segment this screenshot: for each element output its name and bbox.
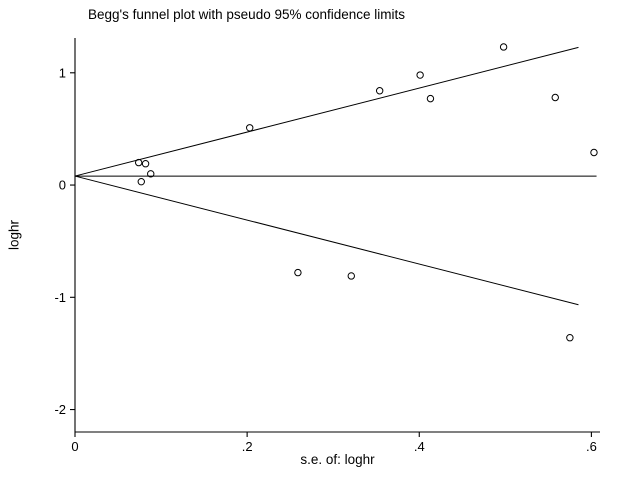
x-tick-label: .4 (414, 439, 425, 454)
data-point (246, 124, 254, 132)
chart-title: Begg's funnel plot with pseudo 95% confi… (88, 7, 406, 22)
y-tick-label: -1 (54, 290, 66, 305)
data-point (566, 334, 574, 342)
data-point (551, 93, 559, 102)
data-point (147, 170, 155, 178)
data-point (137, 177, 145, 186)
x-tick-label: .2 (242, 439, 253, 454)
data-point (375, 87, 384, 95)
data-point (426, 94, 435, 103)
data-point (590, 148, 598, 157)
x-axis-label: s.e. of: loghr (300, 452, 375, 467)
y-tick-label: -2 (54, 402, 66, 417)
upper-confidence-limit-line (74, 46, 579, 177)
data-point (294, 268, 302, 277)
x-tick-label: 0 (71, 439, 78, 454)
x-tick-label: .6 (586, 439, 597, 454)
data-point (141, 160, 150, 168)
lower-confidence-limit-line (74, 175, 579, 306)
y-tick-label: 0 (59, 178, 66, 193)
data-point (134, 158, 143, 167)
data-point (416, 71, 424, 79)
y-tick-label: 1 (59, 65, 66, 80)
data-point (347, 272, 355, 280)
data-point (499, 43, 508, 51)
